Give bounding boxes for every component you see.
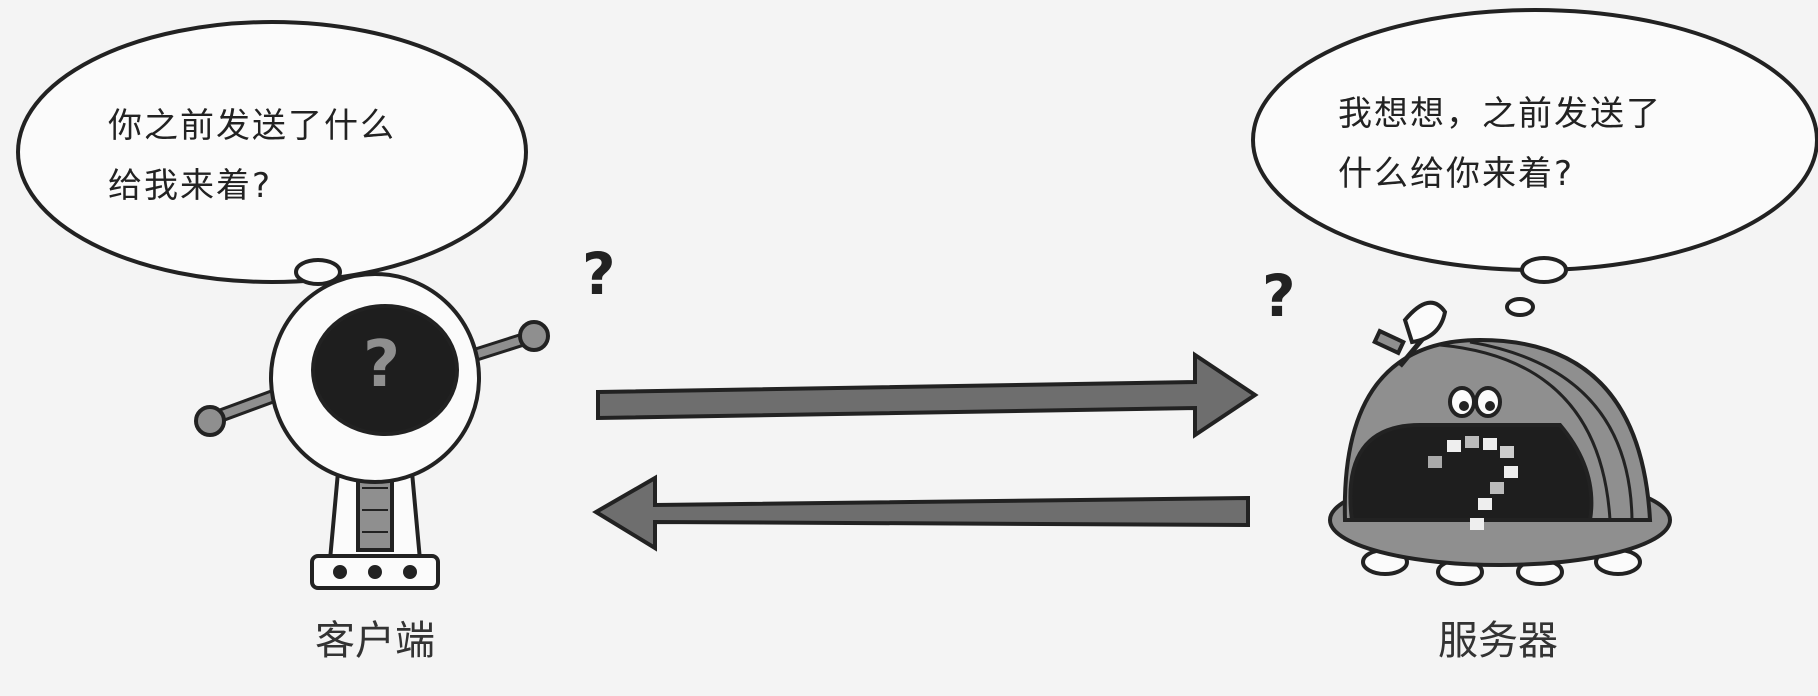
client-thought-line-1: 你之前发送了什么: [108, 106, 396, 146]
server-face-screen: [1348, 423, 1594, 522]
server-bubble-dot-large: [1520, 256, 1568, 284]
server-pupil-left: [1459, 401, 1469, 411]
client-thought-text: 你之前发送了什么 给我来着?: [108, 96, 508, 216]
client-thought-bubble: [16, 20, 528, 313]
client-bubble-dot-large: [294, 258, 342, 286]
server-antenna-dish: [1402, 300, 1448, 345]
server-dome-stripe-2: [1469, 340, 1634, 521]
server-pupil-right: [1485, 401, 1495, 411]
client-robot-icon: [194, 272, 550, 590]
client-base-bolt-3: [403, 565, 417, 579]
client-base-bolt-1: [333, 565, 347, 579]
server-bubble-dot-small: [1505, 297, 1535, 317]
server-label: 服务器: [1438, 618, 1558, 664]
client-label: 客户端: [315, 618, 435, 664]
client-left-hand: [194, 405, 226, 437]
server-thought-line-2: 什么给你来着?: [1338, 154, 1575, 194]
server-thought-line-1: 我想想，之前发送了: [1338, 94, 1662, 134]
arrow-left-icon: [592, 474, 1250, 552]
server-question-mark: ?: [1262, 262, 1296, 330]
client-face-question-mark: ?: [363, 328, 401, 402]
server-pixel-question-mark: [1428, 436, 1518, 530]
request-arrow: [596, 351, 1259, 439]
client-question-mark: ?: [582, 240, 616, 308]
server-dome-stripe-1: [1439, 343, 1612, 521]
server-antenna-base: [1372, 328, 1406, 356]
arrow-right-icon: [596, 351, 1259, 439]
client-face-screen: [311, 304, 459, 436]
client-base-bolt-2: [368, 565, 382, 579]
client-bubble-cloud: [16, 20, 528, 284]
client-right-hand: [518, 320, 550, 352]
server-robot-icon: [1328, 300, 1672, 586]
server-thought-bubble: [1251, 8, 1818, 317]
server-thought-text: 我想想，之前发送了 什么给你来着?: [1338, 84, 1778, 204]
client-thought-line-2: 给我来着?: [108, 166, 273, 206]
response-arrow: [592, 474, 1250, 552]
